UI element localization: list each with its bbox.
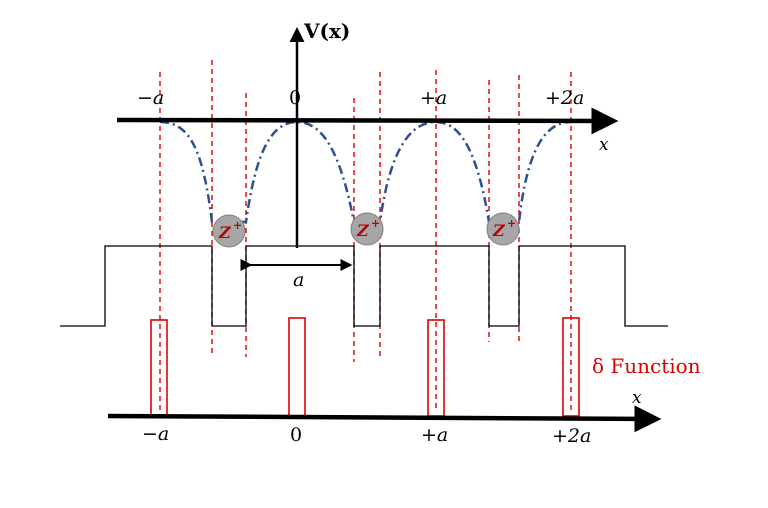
delta-spikes <box>150 317 580 417</box>
delta-function-label: δ Function <box>592 354 701 378</box>
delta-spike <box>288 317 306 417</box>
delta-spike <box>150 319 168 417</box>
ion: Z + <box>350 212 384 246</box>
square-well-potential <box>60 245 668 327</box>
top-tick-pos-a: +a <box>420 87 447 109</box>
top-x-axis-label: x <box>599 135 609 155</box>
bottom-x-axis-label: x <box>632 388 642 408</box>
svg-text:Z: Z <box>356 221 370 240</box>
top-tick-pos-2a: +2a <box>545 87 584 109</box>
svg-text:+: + <box>371 217 380 230</box>
top-tick-neg-a: −a <box>137 87 164 109</box>
svg-text:+: + <box>233 219 242 232</box>
spacing-label: a <box>293 269 304 291</box>
svg-text:+: + <box>507 217 516 230</box>
top-x-axis <box>116 107 619 135</box>
potential-curve <box>159 120 572 224</box>
top-tick-zero: 0 <box>289 87 301 109</box>
ion: Z + <box>486 212 520 246</box>
bottom-tick-neg-a: −a <box>142 423 169 445</box>
bottom-tick-pos-a: +a <box>421 424 448 446</box>
v-axis-label: V(x) <box>303 19 350 43</box>
delta-spike <box>562 317 580 417</box>
svg-text:Z: Z <box>492 221 506 240</box>
bottom-tick-pos-2a: +2a <box>552 425 591 447</box>
bottom-x-axis <box>107 405 662 433</box>
svg-text:Z: Z <box>218 223 232 242</box>
ion: Z + <box>212 214 246 248</box>
bottom-tick-zero: 0 <box>290 424 302 446</box>
